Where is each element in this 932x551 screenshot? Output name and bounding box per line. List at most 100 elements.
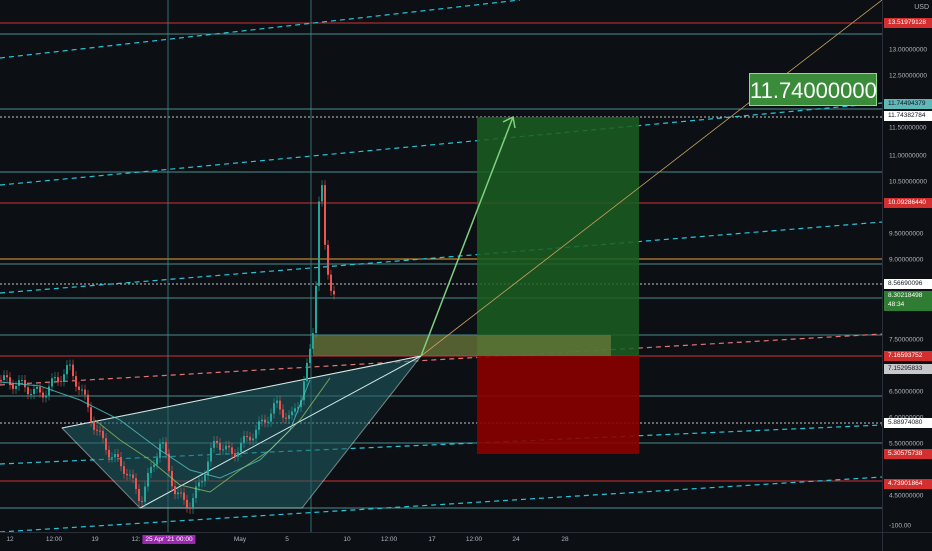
candle-body	[81, 389, 83, 391]
time-axis[interactable]: 12 12:00 19 12: 25 Apr '21 00:00 May 5 1…	[0, 532, 882, 551]
candle-body	[327, 244, 329, 275]
candle-body	[60, 380, 62, 382]
candle-body	[333, 290, 335, 295]
candle-body	[180, 492, 182, 494]
candle-body	[69, 364, 71, 366]
candle-body	[78, 386, 80, 390]
price-badge-10-09: 10.09286440	[884, 198, 932, 208]
time-label: 24	[512, 536, 520, 543]
wedge-bottom	[139, 355, 422, 509]
candle-body	[123, 466, 125, 474]
candle-body	[9, 377, 11, 385]
candle-body	[288, 415, 290, 419]
moving-average-2	[94, 377, 331, 493]
candle-body	[258, 421, 260, 430]
candle-body	[129, 474, 131, 476]
candle-body	[15, 385, 17, 389]
candle-body	[195, 486, 197, 499]
price-tick: 9.00000000	[889, 256, 924, 264]
candle-body	[36, 387, 38, 389]
candle-body	[114, 454, 116, 458]
candle-body	[264, 419, 266, 423]
candle-body	[75, 376, 77, 387]
candle-body	[192, 498, 194, 509]
candle-body	[156, 457, 158, 465]
current-price-value: 8.30218498	[888, 292, 923, 299]
time-label: 19	[91, 536, 99, 543]
candle-body	[312, 333, 314, 349]
price-tick: 4.50000000	[889, 492, 924, 500]
target-price-label[interactable]: 11.74000000	[749, 73, 877, 106]
price-tick: 7.50000000	[889, 336, 924, 344]
candle-body	[99, 430, 101, 432]
candle-body	[309, 348, 311, 363]
candle-body	[249, 436, 251, 441]
chart-pane[interactable]: 11.74000000	[0, 0, 882, 532]
time-label: 5	[285, 536, 289, 543]
candle-body	[141, 501, 143, 503]
candle-body	[42, 392, 44, 398]
channel-dashed-red	[0, 333, 882, 386]
candle-body	[240, 442, 242, 453]
profit-zone	[477, 117, 639, 356]
candle-body	[165, 442, 167, 454]
candle-body	[237, 452, 239, 457]
loss-zone	[477, 356, 639, 454]
candle-body	[54, 377, 56, 379]
price-chart[interactable]	[0, 0, 882, 532]
axis-corner	[882, 532, 932, 551]
candle-body	[330, 274, 332, 291]
candle-body	[252, 438, 254, 441]
candle-body	[3, 375, 5, 380]
candle-body	[57, 377, 59, 381]
candle-body	[138, 489, 140, 502]
candle-body	[204, 474, 206, 482]
candle-body	[150, 466, 152, 474]
price-badge-5-30: 5.30575738	[884, 449, 932, 459]
candle-body	[231, 447, 233, 454]
candle-body	[294, 408, 296, 412]
candle-body	[135, 478, 137, 490]
price-tick: 9.50000000	[889, 230, 924, 238]
candle-body	[297, 407, 299, 409]
candle-body	[12, 384, 14, 389]
candle-body	[207, 461, 209, 475]
candle-body	[255, 429, 257, 439]
candle-body	[90, 407, 92, 422]
candle-body	[234, 453, 236, 457]
time-label: 12:	[131, 536, 141, 543]
channel-dashed-5	[0, 476, 882, 532]
candle-body	[120, 457, 122, 467]
candle-body	[18, 380, 20, 386]
candle-body	[108, 449, 110, 458]
candle-body	[216, 440, 218, 444]
candle-body	[51, 378, 53, 387]
price-badge-13-51: 13.51979128	[884, 18, 932, 28]
candle-body	[117, 454, 119, 458]
candle-body	[279, 400, 281, 410]
candle-body	[324, 185, 326, 245]
candle-body	[93, 421, 95, 430]
price-tick: 10.50000000	[889, 178, 927, 186]
price-axis[interactable]: USD 13.00000000 12.50000000 11.50000000 …	[882, 0, 932, 532]
candle-body	[0, 380, 2, 381]
time-label: 10	[343, 536, 351, 543]
candle-body	[96, 429, 98, 431]
channel-dashed-3	[0, 221, 882, 294]
time-label: 12:00	[465, 536, 483, 543]
candle-body	[6, 375, 8, 378]
candle-body	[24, 380, 26, 388]
candlestick-series	[0, 180, 335, 514]
candle-body	[183, 492, 185, 500]
price-badge-5-88: 5.88974080	[884, 418, 932, 428]
candle-body	[225, 445, 227, 450]
time-label: 12:00	[45, 536, 63, 543]
target-arrowhead	[502, 115, 516, 129]
candle-body	[210, 447, 212, 462]
price-tick: 12.50000000	[889, 72, 927, 80]
candle-body	[273, 403, 275, 414]
candle-body	[291, 411, 293, 416]
candle-body	[102, 430, 104, 439]
candle-body	[48, 386, 50, 396]
price-badge-11-744: 11.74494379	[884, 99, 932, 109]
